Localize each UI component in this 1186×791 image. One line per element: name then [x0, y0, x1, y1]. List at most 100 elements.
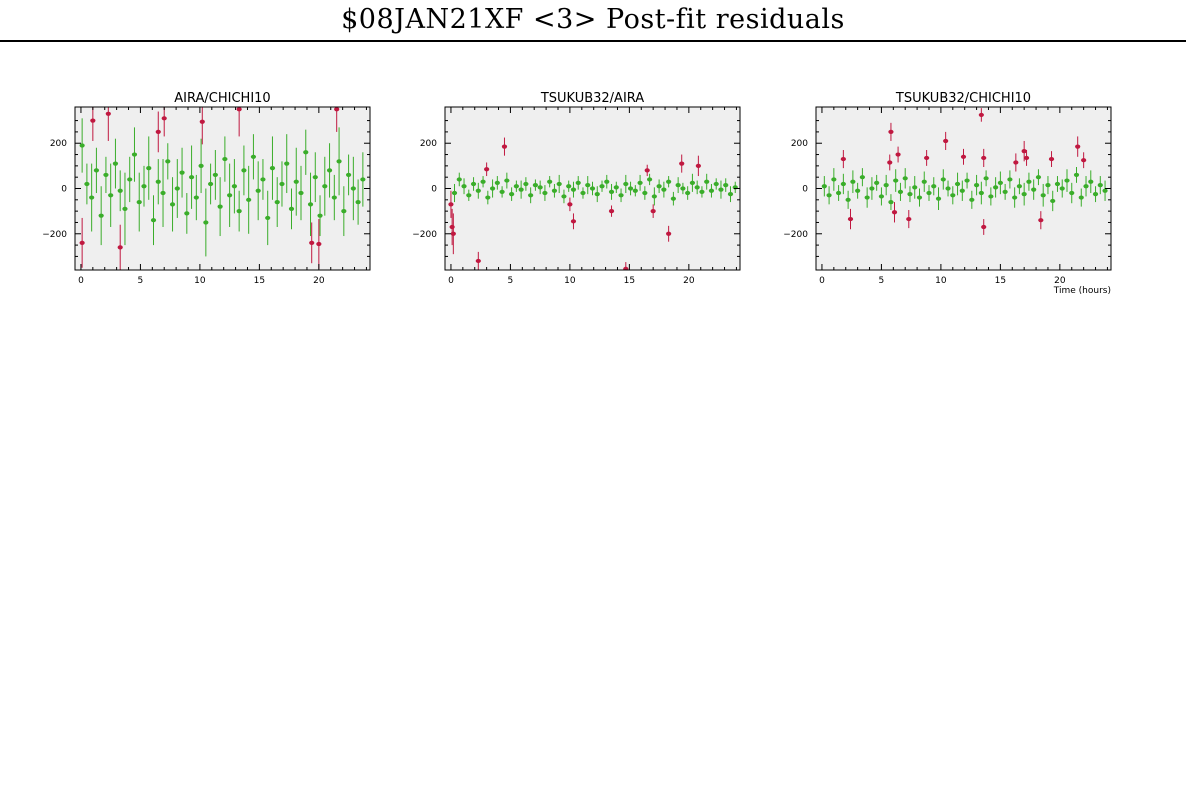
- good-point: [836, 190, 842, 196]
- good-point: [661, 187, 667, 192]
- good-point: [269, 166, 276, 171]
- good-point: [594, 192, 600, 197]
- flagged-point: [695, 163, 701, 168]
- flagged-point: [1075, 144, 1081, 149]
- flagged-point: [847, 216, 854, 222]
- data-area: [448, 137, 738, 270]
- good-point: [723, 183, 729, 188]
- x-tick-label: 10: [194, 276, 206, 286]
- good-point: [902, 176, 908, 181]
- x-tick-label: 20: [1054, 276, 1066, 286]
- good-point: [566, 184, 572, 189]
- flagged-point: [501, 144, 508, 149]
- x-tick-label: 0: [819, 276, 825, 286]
- good-point: [141, 184, 147, 189]
- good-point: [303, 150, 309, 155]
- good-point: [983, 176, 989, 181]
- good-point: [831, 177, 837, 182]
- good-point: [360, 177, 366, 182]
- good-point: [940, 177, 946, 182]
- x-tick-label: 0: [448, 276, 454, 286]
- good-point: [466, 193, 472, 198]
- flagged-point: [199, 119, 205, 124]
- good-point: [298, 190, 304, 196]
- good-point: [666, 179, 672, 184]
- good-point: [864, 195, 870, 200]
- good-point: [874, 180, 880, 185]
- good-point: [580, 190, 586, 196]
- good-point: [893, 178, 899, 183]
- x-tick-label: 10: [935, 276, 947, 286]
- flagged-point: [90, 118, 96, 123]
- x-tick-label: 20: [313, 276, 325, 286]
- good-point: [1059, 186, 1065, 191]
- flagged-point: [679, 161, 685, 166]
- good-point: [551, 188, 558, 193]
- good-point: [184, 211, 190, 216]
- good-point: [954, 181, 961, 187]
- good-point: [694, 185, 700, 190]
- good-point: [212, 172, 218, 178]
- y-tick-label: 0: [802, 185, 808, 195]
- good-point: [1088, 179, 1094, 184]
- good-point: [279, 181, 285, 187]
- good-point: [1040, 193, 1046, 198]
- good-point: [973, 183, 980, 188]
- good-point: [222, 156, 228, 162]
- plot-title: AIRA/CHICHI10: [174, 91, 270, 106]
- good-point: [931, 184, 937, 189]
- good-point: [1069, 190, 1075, 196]
- good-point: [704, 179, 710, 184]
- good-point: [509, 192, 515, 197]
- good-point: [489, 186, 496, 191]
- good-point: [1007, 177, 1013, 182]
- good-point: [193, 195, 199, 200]
- title-divider: [0, 40, 1186, 42]
- good-point: [188, 175, 195, 180]
- good-point: [537, 185, 543, 190]
- flagged-point: [650, 209, 656, 214]
- good-point: [604, 179, 610, 184]
- good-point: [993, 185, 999, 190]
- flagged-point: [1048, 156, 1055, 162]
- good-point: [265, 215, 271, 221]
- good-point: [935, 196, 942, 201]
- good-point: [680, 186, 686, 191]
- flagged-point: [79, 240, 85, 245]
- good-point: [1031, 187, 1037, 192]
- good-point: [293, 179, 299, 184]
- good-point: [570, 187, 577, 192]
- good-point: [504, 178, 510, 183]
- flagged-point: [448, 202, 454, 207]
- good-point: [93, 168, 100, 173]
- y-tick-label: −200: [42, 230, 67, 240]
- good-point: [155, 179, 161, 184]
- good-point: [307, 202, 314, 207]
- flagged-point: [155, 129, 161, 135]
- flagged-point: [1038, 218, 1044, 223]
- good-point: [1064, 178, 1070, 183]
- y-tick-label: −200: [412, 230, 437, 240]
- good-point: [165, 159, 171, 164]
- x-tick-label: 10: [564, 276, 576, 286]
- good-point: [284, 161, 290, 166]
- good-point: [675, 183, 681, 188]
- good-point: [227, 193, 233, 198]
- good-point: [997, 180, 1003, 185]
- flagged-point: [895, 152, 901, 157]
- plot-panel-2: 0 5 10 15 20 −200 0 200 TSUKUB32/AIRA: [412, 91, 741, 286]
- flagged-point: [981, 155, 987, 161]
- flagged-point: [608, 209, 615, 214]
- good-point: [451, 190, 458, 196]
- flagged-point: [840, 156, 846, 162]
- good-point: [532, 183, 539, 188]
- flagged-point: [567, 202, 573, 207]
- good-point: [689, 180, 696, 185]
- x-tick-label: 15: [624, 276, 635, 286]
- flagged-point: [960, 154, 967, 159]
- x-tick-label: 5: [508, 276, 514, 286]
- good-point: [255, 188, 261, 193]
- x-tick-label: 0: [78, 276, 84, 286]
- good-point: [208, 181, 214, 187]
- good-point: [326, 168, 333, 173]
